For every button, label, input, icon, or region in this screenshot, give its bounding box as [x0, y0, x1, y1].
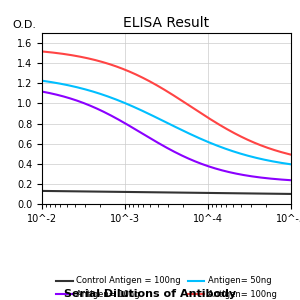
Legend: Control Antigen = 100ng, Antigen= 10ng, Antigen= 50ng, Antigen= 100ng: Control Antigen = 100ng, Antigen= 10ng, …	[53, 273, 280, 300]
Control Antigen = 100ng	[193, 191, 196, 195]
Antigen= 100ng	[266, 146, 269, 150]
Control Antigen = 100ng	[188, 191, 191, 194]
Line: Antigen= 100ng: Antigen= 100ng	[42, 52, 291, 154]
Antigen= 50ng	[40, 79, 44, 83]
Antigen= 100ng	[40, 50, 44, 53]
Text: O.D.: O.D.	[12, 20, 36, 30]
Antigen= 10ng	[250, 175, 254, 178]
Antigen= 10ng	[289, 178, 293, 182]
Antigen= 10ng	[40, 90, 44, 93]
Antigen= 100ng	[188, 104, 191, 107]
Title: ELISA Result: ELISA Result	[123, 16, 210, 30]
Antigen= 10ng	[193, 159, 196, 163]
Antigen= 100ng	[250, 140, 254, 143]
Antigen= 10ng	[188, 157, 191, 161]
Antigen= 50ng	[188, 132, 192, 136]
Antigen= 50ng	[41, 79, 45, 83]
Control Antigen = 100ng	[188, 191, 192, 194]
Antigen= 100ng	[41, 50, 45, 53]
Line: Antigen= 50ng: Antigen= 50ng	[42, 81, 291, 164]
Antigen= 100ng	[193, 107, 196, 111]
Line: Control Antigen = 100ng: Control Antigen = 100ng	[42, 191, 291, 194]
Control Antigen = 100ng	[289, 192, 293, 196]
Control Antigen = 100ng	[40, 189, 44, 193]
Control Antigen = 100ng	[41, 189, 45, 193]
Antigen= 10ng	[266, 176, 269, 180]
Antigen= 50ng	[266, 159, 269, 162]
Antigen= 50ng	[289, 163, 293, 166]
Antigen= 50ng	[193, 134, 196, 138]
Antigen= 50ng	[188, 132, 191, 136]
Antigen= 50ng	[250, 155, 254, 159]
Control Antigen = 100ng	[266, 192, 269, 196]
Line: Antigen= 10ng: Antigen= 10ng	[42, 92, 291, 180]
Antigen= 100ng	[289, 153, 293, 156]
Control Antigen = 100ng	[250, 192, 254, 195]
Antigen= 10ng	[41, 90, 45, 94]
Text: Serial Dilutions of Antibody: Serial Dilutions of Antibody	[64, 289, 236, 299]
Antigen= 10ng	[188, 158, 192, 161]
Antigen= 100ng	[188, 104, 192, 108]
